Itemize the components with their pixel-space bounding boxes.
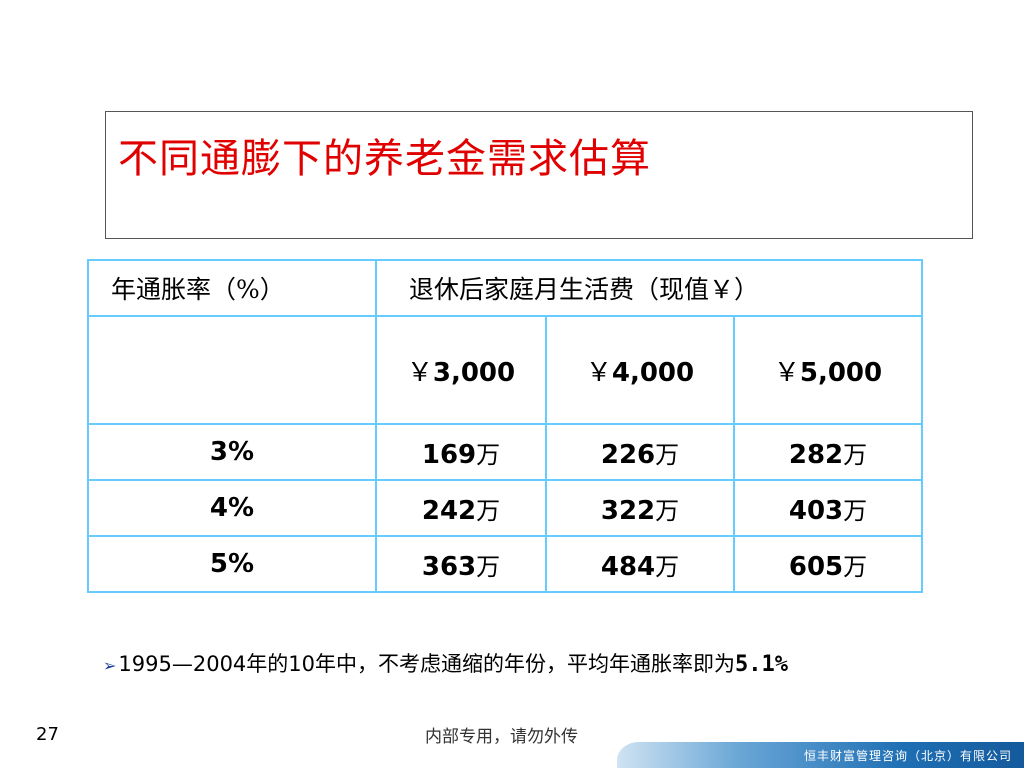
amount-value: 5,000 [799,357,883,388]
currency-symbol: ￥ [406,357,433,388]
value-unit: 万 [655,496,680,525]
value-cell: 605万 [733,535,923,593]
rate-cell: 4% [87,479,377,537]
amount-cell: ￥3,000 [375,315,547,425]
rate-cell: 3% [87,423,377,481]
value-cell: 169万 [375,423,547,481]
value-unit: 万 [843,552,868,581]
confidential-footer: 内部专用，请勿外传 [425,727,578,747]
slide-title: 不同通膨下的养老金需求估算 [118,136,651,182]
value-unit: 万 [655,552,680,581]
value-unit: 万 [476,496,501,525]
value-cell: 403万 [733,479,923,537]
value-cell: 363万 [375,535,547,593]
table-row: 4% 242万 322万 403万 [87,479,923,537]
pension-table: 年通胀率（%） 退休后家庭月生活费（现值￥） ￥3,000 ￥4,000 ￥5,… [87,259,923,593]
empty-cell [87,315,377,425]
value-cell: 242万 [375,479,547,537]
value-cell: 282万 [733,423,923,481]
amount-value: 3,000 [432,357,516,388]
amount-cell: ￥4,000 [545,315,735,425]
value-number: 403 [788,495,844,526]
title-box: 不同通膨下的养老金需求估算 [105,111,973,239]
rate-cell: 5% [87,535,377,593]
value-number: 282 [788,439,844,470]
table-row: 5% 363万 484万 605万 [87,535,923,593]
amount-cell: ￥5,000 [733,315,923,425]
note-value: 5.1% [735,652,788,677]
header-monthly-expense: 退休后家庭月生活费（现值￥） [375,259,923,317]
amount-value: 4,000 [611,357,695,388]
value-number: 322 [600,495,656,526]
note-text: 1995—2004年的10年中，不考虑通缩的年份，平均年通胀率即为 [118,652,736,676]
bullet-arrow-icon: ➢ [103,656,117,675]
page-number: 27 [36,724,59,745]
value-unit: 万 [655,440,680,469]
header-inflation-rate: 年通胀率（%） [87,259,377,317]
currency-symbol: ￥ [585,357,612,388]
value-number: 363 [421,551,477,582]
company-name: 恒丰财富管理咨询（北京）有限公司 [803,749,1012,763]
value-number: 169 [421,439,477,470]
table-row: 3% 169万 226万 282万 [87,423,923,481]
value-unit: 万 [843,496,868,525]
value-number: 605 [788,551,844,582]
value-unit: 万 [843,440,868,469]
value-unit: 万 [476,552,501,581]
company-banner: 恒丰财富管理咨询（北京）有限公司 [617,742,1024,768]
value-unit: 万 [476,440,501,469]
amount-row: ￥3,000 ￥4,000 ￥5,000 [87,315,923,425]
table-header-row: 年通胀率（%） 退休后家庭月生活费（现值￥） [87,259,923,317]
inflation-note: ➢1995—2004年的10年中，不考虑通缩的年份，平均年通胀率即为5.1% [103,648,788,678]
value-cell: 484万 [545,535,735,593]
currency-symbol: ￥ [773,357,800,388]
value-number: 484 [600,551,656,582]
value-cell: 322万 [545,479,735,537]
value-number: 226 [600,439,656,470]
value-cell: 226万 [545,423,735,481]
value-number: 242 [421,495,477,526]
